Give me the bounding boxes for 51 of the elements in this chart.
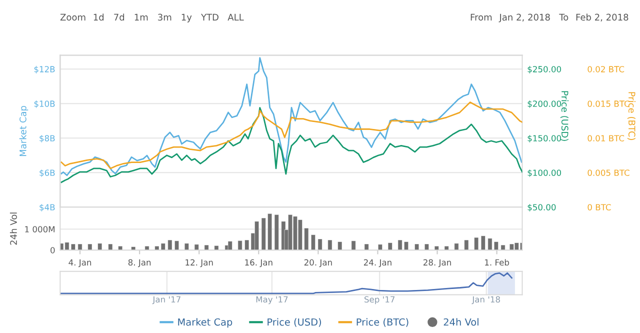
y2-tick-label: $200.00 <box>528 100 562 108</box>
x-tick-label: Jan '18 <box>472 296 500 304</box>
y2-axis-title: Price (USD) <box>560 91 568 141</box>
y-tick-label: $10B <box>34 100 55 108</box>
y-tick-label: 0 <box>50 247 55 254</box>
legend-label: 24h Vol <box>444 318 478 326</box>
y3-tick-label: 0 BTC <box>588 204 611 210</box>
text: 3m <box>158 14 172 21</box>
line-series <box>60 57 522 176</box>
y3-tick-label: 0.015 BTC <box>588 100 630 107</box>
x-tick-label: Sep '17 <box>364 296 395 304</box>
y2-tick-label: $100.00 <box>528 169 562 178</box>
y-axis-title: Market Cap <box>19 106 28 156</box>
x-tick-label: 20. Jan <box>304 259 332 268</box>
legend-label: Price (USD) <box>268 318 322 327</box>
x-tick-label: 8. Jan <box>128 259 151 268</box>
text: Feb 2, 2018 <box>576 14 628 22</box>
x-tick-label: 1. Feb <box>485 259 510 266</box>
text: From <box>470 14 492 21</box>
x-tick-label: 12. Jan <box>186 259 213 268</box>
y-axis-title: 24h Vol <box>10 212 17 245</box>
line-series <box>60 107 522 183</box>
x-tick-label: May '17 <box>256 296 288 304</box>
x-tick-label: 24. Jan <box>364 259 392 268</box>
text: To <box>559 14 568 21</box>
legend-label: Price (BTC) <box>356 318 408 327</box>
line-series <box>60 102 522 170</box>
y2-tick-label: $150.00 <box>528 134 562 142</box>
x-tick-label: 4. Jan <box>68 259 92 268</box>
y-tick-label: $12B <box>34 66 55 74</box>
text: YTD <box>200 14 218 20</box>
y-tick-label: $6B <box>40 169 55 178</box>
y-tick-label: $4B <box>40 204 55 212</box>
text: 1m <box>134 14 148 20</box>
y3-tick-label: 0.005 BTC <box>588 170 630 176</box>
y-tick-label: 1 000M <box>25 226 54 232</box>
x-tick-label: Jan '17 <box>152 296 180 304</box>
x-tick-label: 16. Jan <box>245 259 272 268</box>
y2-tick-label: $250.00 <box>528 66 562 74</box>
y3-tick-label: 0.02 BTC <box>588 66 624 72</box>
legend-label: Market Cap <box>178 318 232 328</box>
y2-tick-label: $50.00 <box>528 204 556 212</box>
text: ALL <box>228 14 244 20</box>
text: 1d <box>94 14 104 21</box>
text: Jan 2, 2018 <box>498 14 550 22</box>
y-tick-label: $8B <box>40 134 55 142</box>
text: 7d <box>114 14 124 21</box>
text: Zoom <box>60 14 86 21</box>
y3-tick-label: 0.01 BTC <box>588 135 624 142</box>
text: 1y <box>182 14 192 22</box>
x-tick-label: 28. Jan <box>424 259 451 268</box>
